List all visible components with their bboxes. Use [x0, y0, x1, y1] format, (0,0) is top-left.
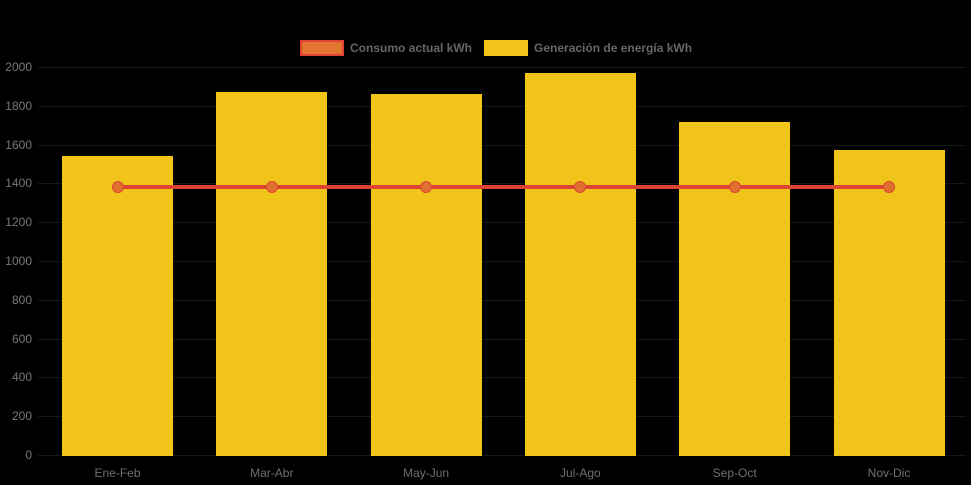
- y-axis-tick-label: 800: [11, 292, 32, 307]
- generacion-swatch-icon: [484, 40, 529, 56]
- chart-legend: Consumo actual kWh Generación de energía…: [300, 40, 692, 56]
- grid-line-2000: [38, 67, 966, 68]
- y-axis-tick-label: 2000: [5, 60, 32, 74]
- x-axis-label-may-jun: May-Jun: [403, 466, 450, 480]
- y-axis-tick-label: 1600: [5, 137, 32, 152]
- grid-line-1400: [38, 183, 966, 185]
- grid-line-1800: [38, 105, 966, 107]
- bar-ene-feb[interactable]: [62, 156, 173, 456]
- grid-line-1200: [38, 222, 966, 224]
- consumption-point-mar-abr[interactable]: [265, 181, 278, 194]
- legend-label-generacion: Generación de energía kWh: [534, 41, 693, 55]
- x-axis-label-ene-feb: Ene-Feb: [94, 466, 141, 480]
- consumo-swatch-icon: [300, 40, 344, 56]
- y-axis-tick-label: 0: [25, 448, 32, 462]
- bar-nov-dic[interactable]: [833, 150, 945, 456]
- y-axis-tick-label: 200: [11, 409, 32, 424]
- y-axis-tick-label: 400: [11, 370, 32, 385]
- legend-item-generacion[interactable]: Generación de energía kWh: [484, 40, 692, 56]
- x-axis-label-nov-dic: Nov-Dic: [867, 466, 911, 480]
- x-axis-label-jul-ago: Jul-Ago: [560, 466, 601, 480]
- legend-item-consumo[interactable]: Consumo actual kWh: [300, 40, 472, 56]
- grid-line-600: [38, 338, 966, 340]
- x-axis-label-sep-oct: Sep-Oct: [712, 466, 757, 480]
- consumption-line[interactable]: [117, 185, 889, 190]
- x-axis-label-mar-abr: Mar-Abr: [250, 466, 294, 480]
- grid-line-800: [38, 299, 966, 301]
- y-axis-tick-label: 1200: [5, 215, 32, 230]
- bar-jul-ago[interactable]: [524, 72, 636, 456]
- grid-line-1000: [38, 261, 966, 262]
- y-axis-tick-label: 600: [11, 331, 32, 346]
- grid-line-200: [38, 416, 966, 418]
- y-axis-tick-label: 1800: [5, 98, 32, 113]
- bar-mar-abr[interactable]: [216, 92, 328, 456]
- grid-line-0: [38, 455, 966, 456]
- consumption-point-ene-feb[interactable]: [111, 181, 124, 194]
- legend-label-consumo: Consumo actual kWh: [350, 41, 473, 55]
- grid-line-400: [38, 377, 966, 379]
- y-axis-tick-label: 1000: [5, 254, 32, 268]
- consumption-point-may-jun[interactable]: [420, 181, 433, 194]
- bar-sep-oct[interactable]: [679, 122, 791, 456]
- consumption-point-jul-ago[interactable]: [574, 181, 587, 194]
- consumption-point-nov-dic[interactable]: [883, 181, 895, 194]
- grid-line-1600: [38, 144, 966, 146]
- bar-may-jun[interactable]: [370, 94, 482, 456]
- consumption-point-sep-oct[interactable]: [728, 181, 741, 194]
- y-axis-tick-label: 1400: [5, 176, 32, 191]
